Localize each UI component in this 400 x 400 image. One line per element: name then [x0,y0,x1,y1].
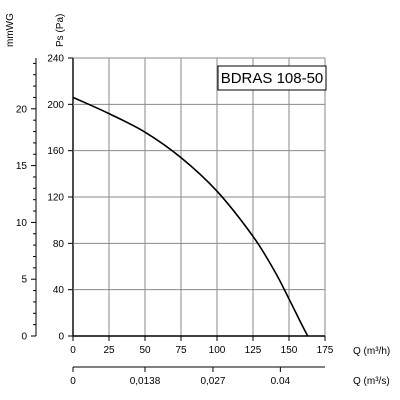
mmwg-tick-label: 5 [21,275,27,286]
curve-group [72,96,309,337]
y-tick-label: 40 [53,285,65,296]
y-axis-label-mmwg: mmWG [5,13,16,47]
title-box [217,65,327,91]
x-tick-label: 25 [103,345,115,356]
m3s-tick-label: 0,027 [200,376,225,387]
y-tick-label: 80 [53,239,65,250]
mmwg-tick-label: 20 [16,104,28,115]
tick-group: 0 25 50 75 100 125 150 175040801201602002400510… [16,54,334,388]
x-tick-label: 125 [245,345,262,356]
m3s-tick-label: 0.04 [271,376,291,387]
y-tick-label: 240 [47,54,64,65]
y-tick-label: 160 [47,146,64,157]
y-axis-label-pa: Ps (Pa) [55,14,66,47]
x-tick-label: 175 [317,345,334,356]
x-tick-label: 0 [70,345,76,356]
mmwg-tick-label: 0 [21,332,27,343]
m3s-tick-label: 0,0138 [130,376,161,387]
x-tick-label: 50 [139,345,151,356]
chart-title: BDRAS 108-50 [221,70,324,87]
fan-curve-line [72,96,309,337]
m3s-tick-label: 0 [70,376,76,387]
y-tick-label: 200 [47,100,64,111]
grid [72,57,326,337]
x-tick-label: 150 [281,345,298,356]
x-tick-label: 100 [209,345,226,356]
x-axis-label-m3s: Q (m³/s) [353,376,390,387]
y-tick-label: 120 [47,193,64,204]
mmwg-tick-label: 15 [16,161,28,172]
x-axis-label-m3h: Q (m³/h) [353,346,390,357]
x-tick-label: 75 [175,345,187,356]
y-tick-label: 0 [58,332,64,343]
mmwg-tick-label: 10 [16,218,28,229]
